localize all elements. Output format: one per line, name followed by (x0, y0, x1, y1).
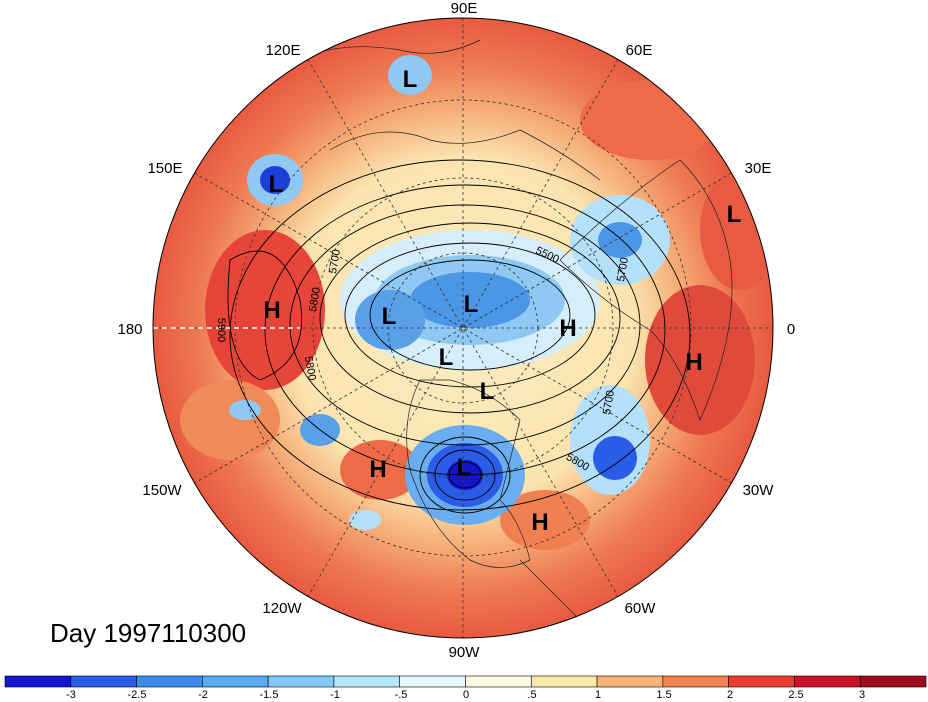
colorbar-tick-label: -1.5 (260, 689, 279, 701)
lon-label-90w: 90W (449, 644, 481, 661)
height-contours (227, 159, 691, 514)
warm-anomaly (500, 490, 590, 550)
colorbar-box (728, 675, 795, 688)
plot-title: Day 1997110300 (50, 618, 247, 648)
lon-label-60e: 60E (626, 42, 653, 59)
low-center: L (457, 454, 472, 481)
colorbar-tick-label: 1.5 (656, 689, 671, 701)
warm-anomaly (645, 285, 755, 435)
lon-label-120w: 120W (262, 600, 302, 617)
lon-label-120e: 120E (265, 42, 300, 59)
colorbar-tick-label: 1 (595, 689, 601, 701)
cool-anomaly (349, 510, 381, 530)
lon-label-0: 0 (787, 321, 795, 338)
low-center: L (382, 303, 397, 330)
colorbar-box (267, 675, 335, 688)
high-center: H (263, 297, 280, 324)
colorbar-box (399, 675, 466, 688)
cool-anomaly (260, 166, 290, 194)
high-center: H (369, 456, 386, 483)
anomaly-field (153, 18, 773, 638)
colorbar-box (465, 675, 532, 688)
high-center: H (531, 509, 548, 536)
contour-label: 5800 (307, 286, 323, 312)
longitude-labels: 90E 60E 30E 0 30W 60W 90W 120W 150W 180 … (117, 0, 795, 661)
cool-anomaly (355, 290, 425, 350)
colorbar-box (662, 675, 729, 688)
colorbar-box (794, 675, 861, 688)
pressure-centers: L L L L L L L L H H H H H (263, 66, 741, 536)
colorbar-tick-label: -.5 (395, 689, 408, 701)
lon-label-180: 180 (117, 321, 142, 338)
lon-label-150e: 150E (147, 160, 182, 177)
lon-label-30w: 30W (743, 482, 775, 499)
colorbar-tick-label: 0 (463, 689, 469, 701)
cool-anomaly (229, 400, 261, 420)
colorbar-box (70, 675, 137, 688)
low-center: L (439, 344, 454, 371)
warm-anomaly (580, 80, 720, 160)
colorbar-tick-label: -2 (198, 689, 208, 701)
colorbar-box (202, 675, 269, 688)
contour-label: 5900 (215, 318, 227, 342)
warm-anomaly (180, 380, 280, 460)
colorbar-tick-label: -3 (66, 689, 76, 701)
low-center: L (727, 201, 742, 228)
low-center: L (480, 378, 495, 405)
lon-label-90e: 90E (451, 0, 478, 17)
colorbar-tick-label: -1 (330, 689, 340, 701)
contour-label: 5800 (302, 355, 318, 381)
colorbar-tick-label: 2.5 (788, 689, 803, 701)
low-center: L (269, 171, 284, 198)
colorbar-box (596, 675, 664, 688)
colorbar: -3 -2.5 -2 -1.5 -1 -.5 0 .5 1 1.5 2 2.5 … (4, 675, 927, 701)
colorbar-tick-label: 2 (727, 689, 733, 701)
low-center: L (403, 66, 418, 93)
colorbar-box (859, 675, 927, 688)
colorbar-box (530, 675, 598, 688)
low-center: L (464, 291, 479, 318)
colorbar-box (136, 675, 203, 688)
contour-label: 5700 (601, 389, 617, 415)
contour-label: 5700 (615, 256, 631, 282)
cool-anomaly (593, 436, 637, 480)
lon-label-150w: 150W (142, 482, 182, 499)
contour-label: 5700 (327, 248, 343, 274)
lon-label-30e: 30E (745, 160, 772, 177)
colorbar-box (4, 675, 72, 688)
colorbar-boxes (4, 675, 927, 688)
colorbar-box (333, 675, 401, 688)
colorbar-tick-label: 3 (859, 689, 865, 701)
colorbar-ticks: -3 -2.5 -2 -1.5 -1 -.5 0 .5 1 1.5 2 2.5 … (66, 689, 865, 701)
polar-map: 90E 60E 30E 0 30W 60W 90W 120W 150W 180 … (117, 0, 795, 661)
warm-anomaly (340, 440, 420, 500)
cool-anomaly (388, 55, 432, 95)
lon-label-60w: 60W (625, 600, 657, 617)
high-center: H (685, 349, 702, 376)
map-border (152, 17, 774, 639)
cool-anomaly (410, 272, 530, 328)
colorbar-tick-label: -2.5 (128, 689, 147, 701)
colorbar-tick-label: .5 (527, 689, 536, 701)
high-center: H (559, 315, 576, 342)
